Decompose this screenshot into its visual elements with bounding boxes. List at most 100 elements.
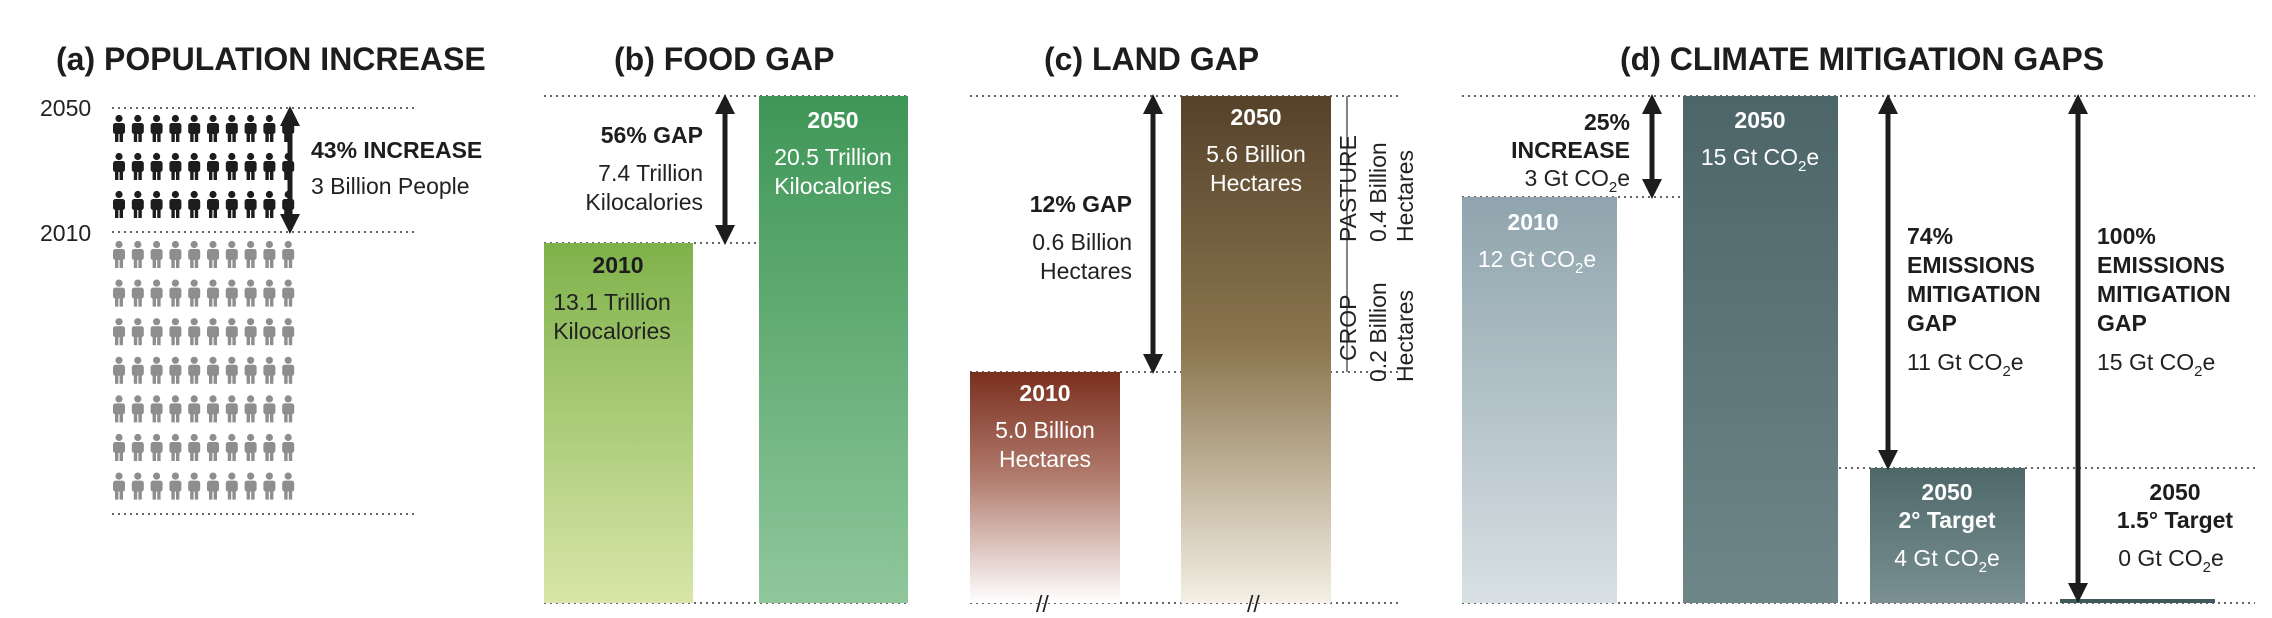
person-icon-2010: [263, 318, 276, 346]
person-icon-2010: [131, 395, 144, 423]
person-icon-2010: [244, 433, 257, 461]
segment-crop-label: CROP: [1335, 295, 1361, 361]
person-icon-2010: [169, 356, 182, 384]
person-icon-2010: [244, 472, 257, 500]
person-icon-2050: [131, 190, 144, 218]
bar-climate-2010: [1462, 197, 1617, 603]
person-icon-2010: [225, 433, 238, 461]
person-icon-2050: [169, 152, 182, 180]
panel-b-title: (b) FOOD GAP: [614, 41, 834, 77]
mitigation-74-value: 11 Gt CO2e: [1907, 349, 2024, 380]
mitigation-100-line1: 100%: [2097, 223, 2156, 249]
person-icon-2010: [263, 433, 276, 461]
mitigation-74-line4: GAP: [1907, 310, 1957, 336]
bar-climate-2050: [1683, 96, 1838, 603]
tick-label-2010: 2010: [40, 220, 91, 246]
person-icon-2010: [113, 395, 125, 423]
person-icon-2050: [263, 152, 276, 180]
person-icon-2010: [207, 318, 219, 346]
person-icon-2010: [282, 240, 295, 268]
people-icons-2050: [113, 114, 295, 218]
person-icon-2050: [225, 152, 238, 180]
person-icon-2010: [282, 356, 295, 384]
person-icon-2010: [113, 279, 125, 307]
person-icon-2010: [113, 472, 125, 500]
person-icon-2050: [188, 114, 201, 142]
bar-climate-2010-year: 2010: [1507, 209, 1558, 235]
bar-land-2050-year: 2050: [1230, 104, 1281, 130]
person-icon-2010: [225, 395, 238, 423]
person-icon-2010: [188, 240, 201, 268]
bar-climate-2deg-label: 2° Target: [1899, 507, 1996, 533]
bar-climate-15deg-value: 0 Gt CO2e: [2118, 545, 2224, 576]
bar-climate-15deg: [2060, 599, 2215, 603]
person-icon-2050: [113, 114, 125, 142]
bar-food-2050-unit: Kilocalories: [774, 173, 892, 199]
person-icon-2050: [244, 152, 257, 180]
bar-food-2050-value: 20.5 Trillion: [774, 144, 892, 170]
bar-food-2010-value: 13.1 Trillion: [553, 289, 671, 315]
person-icon-2010: [188, 433, 201, 461]
person-icon-2050: [131, 152, 144, 180]
person-icon-2050: [207, 190, 219, 218]
person-icon-2010: [131, 240, 144, 268]
panel-c-title: (c) LAND GAP: [1044, 41, 1259, 77]
bar-land-2010: [970, 372, 1120, 603]
person-icon-2010: [244, 395, 257, 423]
bar-food-2050-year: 2050: [807, 107, 858, 133]
bar-land-2050-value: 5.6 Billion: [1206, 141, 1306, 167]
person-icon-2050: [207, 152, 219, 180]
person-icon-2050: [150, 152, 163, 180]
mitigation-74-line1: 74%: [1907, 223, 1953, 249]
bar-land-2010-value: 5.0 Billion: [995, 417, 1095, 443]
person-icon-2010: [169, 279, 182, 307]
person-icon-2050: [169, 190, 182, 218]
bar-land-2050: [1181, 96, 1331, 603]
person-icon-2010: [150, 395, 163, 423]
climate-increase-line1: 25%: [1584, 109, 1630, 135]
person-icon-2010: [188, 395, 201, 423]
bar-climate-2050-value: 15 Gt CO2e: [1701, 144, 1819, 175]
person-icon-2010: [188, 318, 201, 346]
bar-food-2010-unit: Kilocalories: [553, 318, 671, 344]
person-icon-2010: [188, 279, 201, 307]
person-icon-2010: [131, 472, 144, 500]
person-icon-2010: [244, 318, 257, 346]
person-icon-2010: [113, 433, 125, 461]
person-icon-2010: [263, 240, 276, 268]
panel-d-title: (d) CLIMATE MITIGATION GAPS: [1620, 41, 2104, 77]
panel-food: (b) FOOD GAP 2010 13.1 Trillion Kilocalo…: [544, 41, 910, 604]
bar-climate-2050-year: 2050: [1734, 107, 1785, 133]
food-gap-heading: 56% GAP: [601, 122, 703, 148]
mitigation-100-line4: GAP: [2097, 310, 2147, 336]
increase-detail: 3 Billion People: [311, 173, 470, 199]
person-icon-2010: [207, 472, 219, 500]
bar-climate-15deg-year: 2050: [2149, 479, 2200, 505]
person-icon-2010: [113, 240, 125, 268]
person-icon-2010: [113, 318, 125, 346]
person-icon-2050: [225, 114, 238, 142]
panel-a-title: (a) POPULATION INCREASE: [56, 41, 486, 77]
bar-land-2050-unit: Hectares: [1210, 170, 1302, 196]
person-icon-2010: [225, 240, 238, 268]
person-icon-2010: [150, 356, 163, 384]
person-icon-2010: [207, 433, 219, 461]
person-icon-2050: [150, 114, 163, 142]
person-icon-2010: [263, 395, 276, 423]
mitigation-100-line3: MITIGATION: [2097, 281, 2231, 307]
person-icon-2050: [207, 114, 219, 142]
person-icon-2010: [169, 472, 182, 500]
segment-pasture-label: PASTURE: [1335, 135, 1361, 242]
person-icon-2050: [225, 190, 238, 218]
bar-food-2010: [544, 243, 693, 603]
segment-crop-unit: Hectares: [1392, 290, 1418, 382]
bar-climate-2010-value: 12 Gt CO2e: [1478, 246, 1596, 277]
person-icon-2010: [131, 318, 144, 346]
person-icon-2010: [113, 356, 125, 384]
land-gap-heading: 12% GAP: [1030, 191, 1132, 217]
bar-climate-2deg-year: 2050: [1921, 479, 1972, 505]
person-icon-2010: [282, 472, 295, 500]
person-icon-2010: [225, 472, 238, 500]
person-icon-2050: [113, 190, 125, 218]
person-icon-2010: [169, 395, 182, 423]
